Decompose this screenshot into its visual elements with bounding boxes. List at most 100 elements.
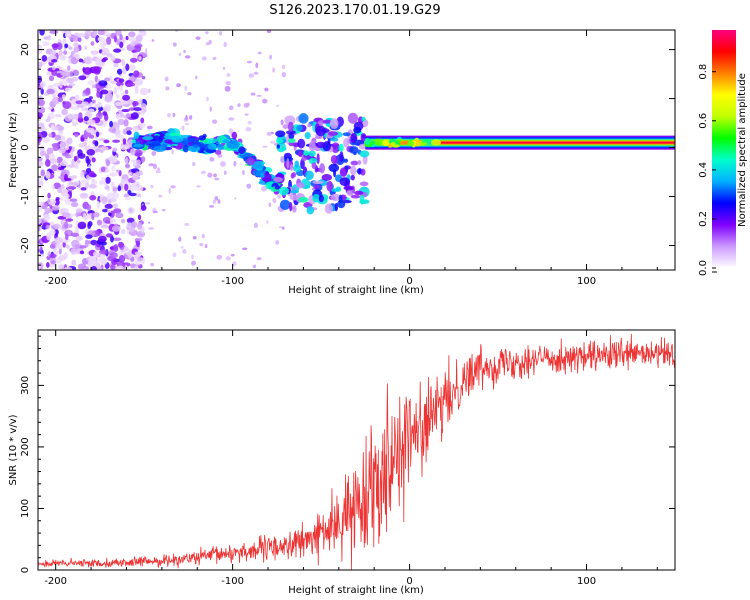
noise-speckle [119, 33, 123, 41]
noise-speckle [145, 47, 148, 54]
noise-speckle [88, 170, 95, 178]
noise-speckle [134, 237, 143, 241]
noise-speckle [64, 31, 71, 38]
noise-speckle [226, 72, 231, 77]
noise-speckle [189, 115, 193, 120]
noise-speckle [253, 71, 259, 75]
noise-speckle [222, 66, 226, 70]
scatter-fragment [359, 194, 365, 205]
noise-speckle [170, 185, 176, 189]
noise-speckle [61, 94, 66, 99]
noise-speckle [46, 262, 50, 268]
noise-speckle [178, 52, 182, 56]
noise-speckle [184, 223, 190, 226]
noise-speckle [280, 119, 284, 126]
scatter-fragment [287, 138, 296, 144]
noise-speckle [151, 151, 157, 156]
noise-speckle [100, 224, 109, 229]
noise-speckle [89, 195, 97, 201]
noise-speckle [228, 128, 234, 134]
spectrogram-x-axis-label: Height of straight line (km) [288, 285, 424, 296]
snr-panel: -200 -100 0 100 0 100 200 300 Height of straig… [8, 329, 676, 596]
noise-speckle [39, 150, 47, 157]
noise-speckle [252, 264, 257, 269]
scatter-fragment [357, 167, 362, 175]
noise-speckle [38, 205, 43, 213]
tone-fragment [246, 157, 255, 166]
noise-speckle [104, 104, 111, 112]
noise-speckle [214, 177, 220, 181]
noise-speckle [268, 202, 272, 207]
noise-speckle [266, 131, 272, 136]
tone-fragment [252, 161, 265, 170]
noise-speckle [78, 153, 86, 159]
noise-speckle [88, 184, 97, 189]
scatter-fragment [300, 158, 305, 170]
scatter-fragment [321, 174, 333, 181]
scatter-fragment [328, 163, 340, 173]
scatter-fragment [330, 193, 341, 202]
noise-speckle [105, 159, 111, 167]
noise-speckle [212, 199, 217, 204]
noise-speckle [230, 253, 235, 257]
noise-speckle [125, 63, 130, 71]
noise-speckle [133, 107, 142, 112]
noise-speckle [272, 197, 277, 204]
noise-speckle [57, 244, 63, 250]
noise-speckle [90, 191, 95, 197]
noise-speckle [95, 131, 100, 138]
noise-speckle [99, 149, 104, 154]
y-tick-label: 0 [20, 144, 31, 150]
noise-speckle [85, 127, 95, 133]
noise-speckle [88, 134, 95, 139]
noise-speckle [116, 68, 123, 75]
noise-speckle [80, 171, 85, 179]
noise-speckle [205, 31, 209, 34]
noise-speckle [51, 43, 59, 48]
noise-speckle [81, 179, 89, 184]
noise-speckle [120, 228, 126, 235]
scatter-fragment [318, 194, 324, 203]
noise-speckle [107, 209, 112, 214]
noise-speckle [113, 208, 122, 214]
noise-speckle [84, 56, 93, 65]
scatter-fragment [330, 137, 339, 142]
noise-speckle [46, 147, 54, 155]
scatter-fragment [281, 147, 287, 151]
scatter-fragment [360, 168, 366, 176]
noise-speckle [78, 112, 83, 119]
noise-speckle [111, 225, 121, 232]
noise-speckle [209, 106, 212, 112]
noise-speckle [46, 116, 51, 122]
noise-speckle [225, 80, 232, 86]
noise-speckle [262, 145, 268, 148]
noise-speckle [132, 127, 138, 131]
noise-speckle [112, 147, 118, 152]
noise-speckle [136, 159, 141, 167]
scatter-fragment [337, 199, 346, 209]
noise-speckle [127, 207, 136, 215]
scatter-fragment [326, 180, 334, 192]
tone-fragment [182, 145, 189, 153]
noise-speckle [75, 94, 80, 101]
scatter-fragment [339, 167, 348, 177]
noise-speckle [105, 84, 112, 90]
scatter-fragment [354, 190, 364, 196]
tone-fragment [231, 131, 238, 140]
x-tick-label: -100 [221, 276, 244, 287]
snr-x-axis-label: Height of straight line (km) [288, 585, 424, 596]
noise-speckle [123, 118, 129, 127]
x-tick-label: 100 [577, 276, 596, 287]
noise-speckle [38, 50, 43, 55]
noise-speckle [75, 100, 83, 105]
scatter-fragment [295, 182, 305, 189]
noise-speckle [130, 263, 136, 269]
noise-speckle [133, 45, 142, 53]
noise-speckle [225, 256, 231, 261]
noise-speckle [84, 107, 89, 112]
noise-speckle [127, 46, 136, 51]
noise-speckle [59, 141, 66, 150]
scatter-fragment [334, 202, 339, 212]
scatter-fragment [359, 181, 369, 187]
noise-speckle [128, 107, 136, 111]
